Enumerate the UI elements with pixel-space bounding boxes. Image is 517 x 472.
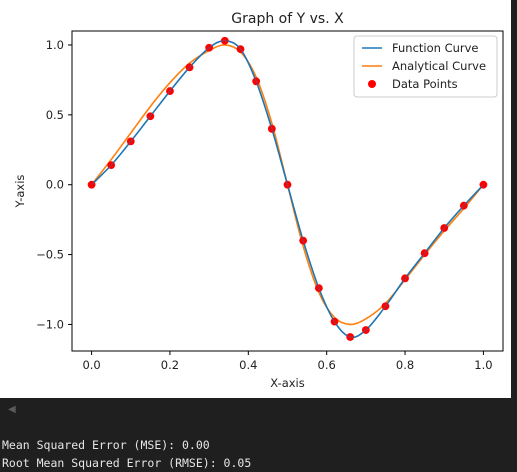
- chart: 0.0 0.2 0.4 0.6 0.8 1.0 −1.0 −0.5 0.0 0.5 1.0 Gra…: [13, 11, 504, 390]
- chart-title: Graph of Y vs. X: [231, 11, 344, 27]
- function-curve-overlay: [91, 40, 484, 338]
- x-tick-label: 0.2: [161, 358, 179, 372]
- rmse-output-line: Root Mean Squared Error (RMSE): 0.05: [2, 456, 252, 470]
- y-axis-label: Y-axis: [13, 175, 27, 209]
- legend-marker-data-points: [368, 80, 376, 88]
- y-tick-label: 0.0: [46, 178, 64, 192]
- x-tick-label: 1.0: [474, 358, 492, 372]
- x-tick-label: 0.6: [318, 358, 336, 372]
- legend-label: Function Curve: [392, 41, 479, 55]
- axes-frame: [71, 30, 504, 352]
- mse-output-line: Mean Squared Error (MSE): 0.00: [2, 438, 210, 452]
- scroll-left-icon[interactable]: ◀: [8, 404, 16, 415]
- legend: Function Curve Analytical Curve Data Point…: [353, 35, 498, 98]
- console-output: Mean Squared Error (MSE): 0.00 Root Mean …: [2, 436, 251, 472]
- x-axis-label: X-axis: [270, 376, 305, 390]
- legend-label: Data Points: [392, 77, 458, 91]
- y-tick-label: −1.0: [36, 317, 64, 331]
- y-tick-label: 0.5: [46, 108, 64, 122]
- y-tick-label: 1.0: [46, 38, 64, 52]
- x-tick-label: 0.8: [396, 358, 414, 372]
- plot-panel: 0.0 0.2 0.4 0.6 0.8 1.0 −1.0 −0.5 0.0 0.5 1.0 Gra…: [0, 0, 511, 398]
- legend-label: Analytical Curve: [392, 59, 486, 73]
- x-tick-label: 0.4: [239, 358, 257, 372]
- x-tick-label: 0.0: [82, 358, 100, 372]
- y-tick-label: −0.5: [36, 248, 64, 262]
